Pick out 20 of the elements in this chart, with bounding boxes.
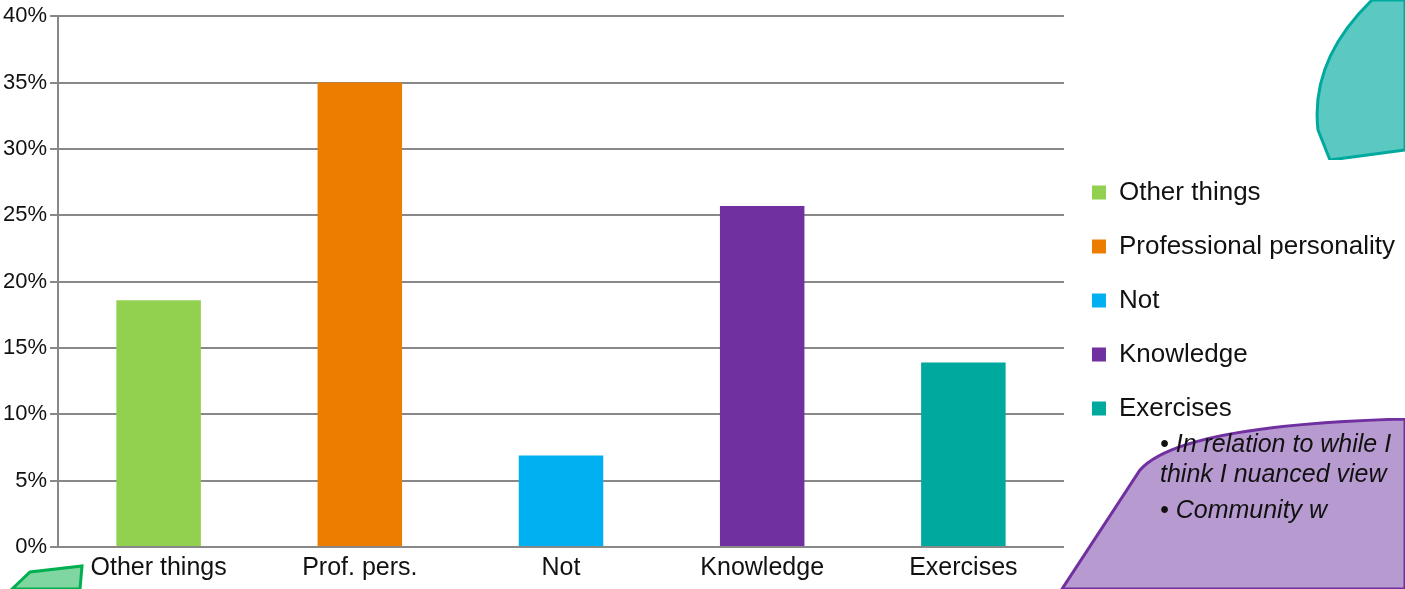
legend-label: Other things xyxy=(1118,175,1261,206)
y-tick-label: 15% xyxy=(2,334,48,360)
y-tick-label: 10% xyxy=(2,400,48,426)
legend-label: Not xyxy=(1118,283,1161,314)
y-tick-label: 0% xyxy=(15,533,48,559)
legend-label: Exercises xyxy=(1118,391,1232,422)
x-tick-label: Other things xyxy=(90,551,227,580)
legend-label: Professional personality xyxy=(1118,229,1396,260)
x-tick-label: Prof. pers. xyxy=(302,551,418,580)
x-tick-label: Knowledge xyxy=(700,551,825,580)
y-tick-label: 25% xyxy=(2,201,48,227)
y-tick-label: 20% xyxy=(2,267,48,293)
x-tick-label: Exercises xyxy=(909,551,1018,580)
legend-label: Knowledge xyxy=(1118,337,1248,368)
y-tick-label: 5% xyxy=(15,466,48,492)
y-tick-label: 35% xyxy=(2,68,48,94)
x-tick-label: Not xyxy=(541,551,581,580)
y-tick-label: 30% xyxy=(2,134,48,160)
y-tick-label: 40% xyxy=(2,2,48,28)
text: • Community w xyxy=(1160,494,1329,524)
